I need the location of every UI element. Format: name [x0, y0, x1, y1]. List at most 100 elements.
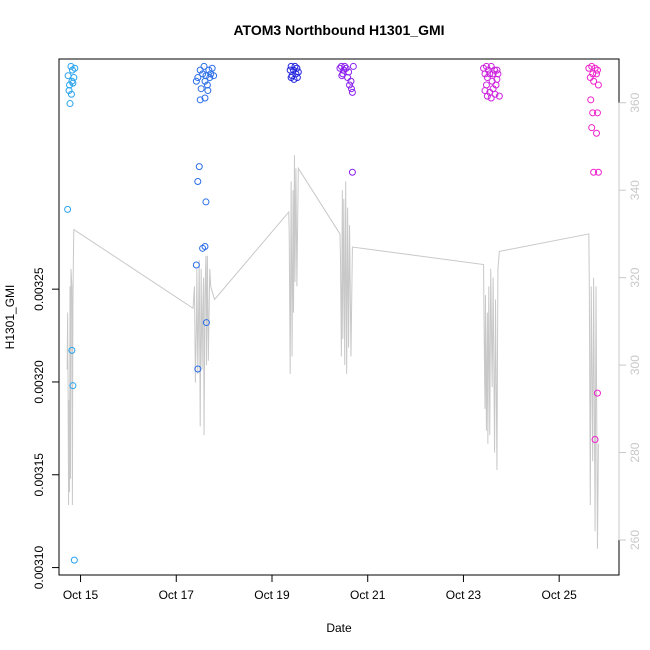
data-point [593, 66, 601, 74]
y2-tick-label: 300 [628, 355, 642, 375]
data-point [194, 178, 202, 185]
data-point [488, 77, 496, 85]
data-point [344, 74, 352, 82]
data-point [290, 66, 298, 74]
data-point [482, 62, 490, 70]
data-point [69, 382, 77, 390]
y-tick-label: 0.00310 [32, 546, 46, 590]
data-point [65, 87, 73, 95]
data-point [590, 77, 598, 85]
data-point [70, 556, 78, 564]
data-point [487, 94, 495, 102]
data-point [64, 72, 72, 80]
y2-tick-label: 280 [628, 442, 642, 462]
data-point [589, 109, 597, 117]
data-point [194, 365, 202, 373]
chart-title: ATOM3 Northbound H1301_GMI [233, 22, 444, 38]
data-point [346, 81, 354, 89]
x-axis: Oct 15 Oct 17 Oct 19 Oct 21 Oct 23 Oct 25 [63, 574, 577, 602]
data-point [486, 70, 494, 78]
scatter-series [64, 62, 602, 564]
data-point [67, 90, 75, 98]
x-tick-label: Oct 23 [446, 588, 482, 602]
data-point [194, 74, 202, 82]
data-point [337, 62, 345, 70]
y2-tick-label: 360 [628, 92, 642, 112]
data-point [66, 100, 74, 108]
data-point [348, 168, 356, 176]
data-point [210, 72, 218, 80]
y-tick-label: 0.00315 [32, 453, 46, 497]
data-point [338, 72, 346, 80]
data-point [201, 242, 209, 250]
data-point [195, 163, 203, 171]
data-point [197, 85, 205, 93]
data-point [293, 74, 301, 82]
data-point [483, 74, 491, 82]
data-point [494, 70, 502, 78]
data-point [594, 168, 602, 176]
data-point [593, 109, 601, 117]
data-point [482, 81, 490, 89]
data-point [491, 90, 499, 98]
y2-axis: 260 280 300 320 340 360 [618, 92, 642, 550]
y-axis: 0.00310 0.00315 0.00320 0.00325 [32, 267, 60, 590]
data-point [201, 94, 209, 102]
data-point [489, 70, 497, 78]
data-point [291, 62, 299, 70]
x-tick-label: Oct 21 [350, 588, 386, 602]
data-point [199, 70, 207, 78]
x-axis-label: Date [326, 621, 352, 635]
data-point [590, 168, 598, 176]
data-point [345, 68, 353, 76]
data-point [589, 70, 597, 78]
data-point [593, 70, 600, 78]
data-point [200, 62, 208, 70]
data-point [196, 66, 204, 74]
data-point [594, 81, 602, 89]
x-tick-label: Oct 17 [159, 588, 195, 602]
data-point [293, 64, 301, 72]
data-point [587, 96, 595, 104]
data-point [208, 64, 216, 72]
data-point [591, 436, 599, 443]
data-point [202, 319, 210, 327]
data-point [290, 75, 298, 83]
data-point [342, 64, 350, 72]
x-tick-label: Oct 25 [541, 588, 577, 602]
y-axis-label: H1301_GMI [3, 285, 17, 350]
line-series [66, 155, 599, 549]
data-point [202, 72, 210, 80]
data-point [348, 88, 356, 96]
data-point [588, 62, 596, 70]
data-point [202, 198, 210, 206]
data-point [349, 62, 357, 70]
data-point [493, 66, 501, 74]
data-point [192, 77, 200, 85]
y2-tick-label: 340 [628, 180, 642, 200]
data-point [593, 129, 600, 137]
data-point [347, 77, 355, 85]
data-point [69, 79, 77, 87]
data-point [68, 346, 76, 354]
data-point [495, 92, 503, 100]
y2-tick-label: 320 [628, 267, 642, 287]
data-point [64, 205, 72, 213]
data-point [67, 62, 75, 70]
data-point [206, 74, 214, 82]
data-point [204, 87, 212, 95]
data-point [71, 64, 79, 72]
x-tick-label: Oct 19 [254, 588, 290, 602]
data-point [341, 62, 349, 70]
data-point [483, 92, 491, 100]
y2-tick-label: 260 [628, 530, 642, 550]
y-tick-label: 0.00320 [32, 360, 46, 404]
series-line [66, 155, 599, 549]
plot-frame [58, 58, 620, 576]
data-point [196, 96, 204, 104]
y-tick-label: 0.00325 [32, 267, 46, 311]
data-point [588, 124, 596, 132]
data-point [347, 85, 355, 93]
data-point [593, 389, 601, 397]
data-point [192, 261, 200, 269]
